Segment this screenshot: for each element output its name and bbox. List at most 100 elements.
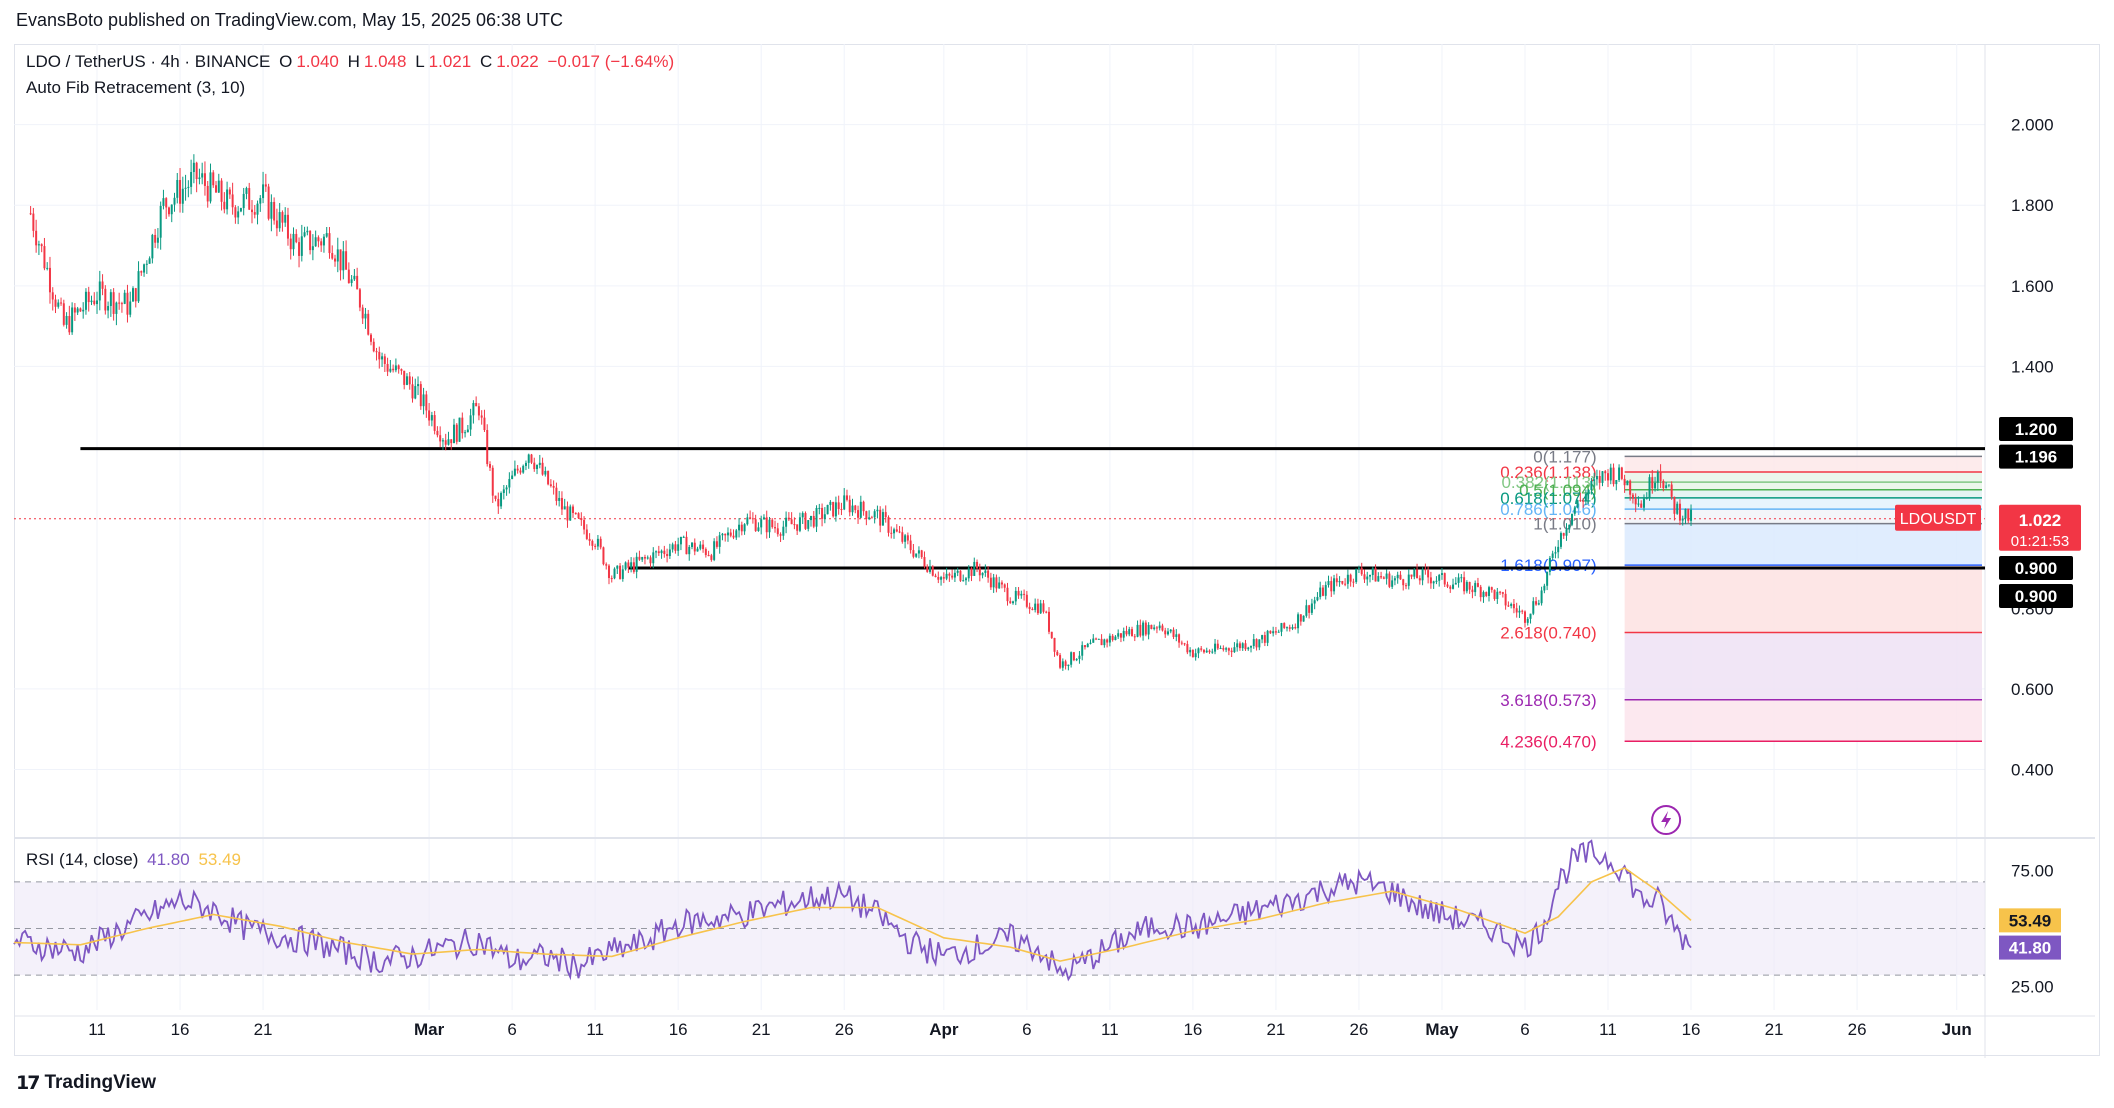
candle-body <box>804 513 807 529</box>
candle-body <box>1357 567 1360 569</box>
candle-body <box>198 177 201 180</box>
candle-body <box>1443 573 1446 585</box>
candle-body <box>1648 477 1651 498</box>
candle-body <box>179 179 182 204</box>
candle-body <box>1200 648 1203 650</box>
candle-body <box>383 356 386 364</box>
indicator-legend[interactable]: Auto Fib Retracement (3, 10) <box>26 78 249 98</box>
symbol-tag-box[interactable] <box>1895 504 1981 531</box>
candle-body <box>635 556 638 572</box>
candle-body <box>572 506 575 513</box>
candle-body <box>541 462 544 475</box>
candle-body <box>170 204 173 215</box>
candle-body <box>450 439 453 444</box>
candle-body <box>1169 629 1172 632</box>
time-tick-label: 11 <box>1599 1020 1617 1039</box>
candle-body <box>1150 624 1153 630</box>
candle-body <box>1631 494 1634 499</box>
candle-body <box>1153 627 1156 630</box>
candle-body <box>1681 518 1684 521</box>
candle-body <box>1078 655 1081 659</box>
fib-zone <box>1624 489 1982 498</box>
candle-body <box>1465 582 1468 592</box>
candle-body <box>1363 574 1366 580</box>
candle-body <box>1438 574 1441 581</box>
candle-body <box>511 475 514 479</box>
candle-body <box>1244 643 1247 650</box>
symbol-tag: LDOUSDT <box>1900 511 1977 528</box>
symbol-label[interactable]: LDO / TetherUS · 4h · BINANCE <box>26 52 271 71</box>
candle-body <box>331 253 334 259</box>
candle-body <box>1236 643 1239 648</box>
candle-body <box>616 565 619 569</box>
candle-body <box>1288 627 1291 629</box>
candle-body <box>627 562 630 568</box>
candle-body <box>386 363 389 372</box>
candle-body <box>1222 647 1225 650</box>
candle-body <box>107 306 110 311</box>
candle-body <box>834 502 837 517</box>
fib-level-label: 1.618(0.907) <box>1500 556 1596 575</box>
candle-body <box>729 532 732 536</box>
candle-body <box>558 497 561 501</box>
candle-body <box>93 300 96 305</box>
candle-body <box>231 194 234 208</box>
candle-body <box>713 541 716 560</box>
candle-body <box>1125 630 1128 635</box>
price-label-0900b: 0.900 <box>2015 587 2058 606</box>
candle-body <box>1623 478 1626 486</box>
candle-body <box>702 544 705 550</box>
candle-body <box>1590 480 1593 491</box>
candle-body <box>1637 503 1640 505</box>
candle-body <box>765 517 768 533</box>
indicator-label[interactable]: Auto Fib Retracement (3, 10) <box>26 78 246 97</box>
candle-body <box>444 440 447 445</box>
candle-body <box>721 533 724 536</box>
candle-body <box>516 468 519 471</box>
candle-body <box>632 562 635 572</box>
candle-body <box>1380 576 1383 578</box>
candle-body <box>1280 623 1283 632</box>
fib-level-label: 0.618(1.074) <box>1500 489 1596 508</box>
candle-body <box>237 211 240 218</box>
time-tick-label: Apr <box>929 1020 959 1039</box>
candle-body <box>826 504 829 515</box>
candle-body <box>1629 480 1632 495</box>
candle-body <box>917 550 920 554</box>
candle-body <box>1108 635 1111 643</box>
candle-body <box>1227 648 1230 651</box>
candle-body <box>976 561 979 569</box>
candle-body <box>726 532 729 536</box>
candle-body <box>500 493 503 507</box>
candle-body <box>762 517 765 520</box>
candle-body <box>1582 500 1585 502</box>
rsi-legend[interactable]: RSI (14, close) 41.80 53.49 <box>26 850 245 870</box>
rsi-label[interactable]: RSI (14, close) <box>26 850 139 869</box>
candle-body <box>96 300 99 305</box>
tradingview-logo[interactable]: 𝟭𝟳 TradingView <box>16 1072 156 1094</box>
time-tick-label: 6 <box>1520 1020 1529 1039</box>
lightning-icon-glyph <box>1661 811 1672 829</box>
candle-body <box>785 517 788 527</box>
candle-body <box>989 577 992 588</box>
candle-body <box>1191 649 1194 658</box>
candle-body <box>873 511 876 518</box>
candle-body <box>1488 587 1491 596</box>
fib-zone <box>1624 456 1982 473</box>
candle-body <box>1576 500 1579 508</box>
candle-body <box>1172 629 1175 637</box>
candle-body <box>901 532 904 542</box>
price-tick-label: 0.600 <box>2011 680 2054 699</box>
candle-body <box>1219 647 1222 649</box>
candle-body <box>530 454 533 463</box>
candle-body <box>1083 645 1086 648</box>
candle-body <box>563 506 566 510</box>
candle-body <box>668 549 671 557</box>
candle-body <box>724 533 727 536</box>
candle-body <box>1261 635 1264 640</box>
price-label-1200: 1.200 <box>2015 420 2058 439</box>
candle-body <box>1626 480 1629 486</box>
tradingview-logo-text: TradingView <box>44 1072 157 1093</box>
candle-body <box>389 368 392 372</box>
